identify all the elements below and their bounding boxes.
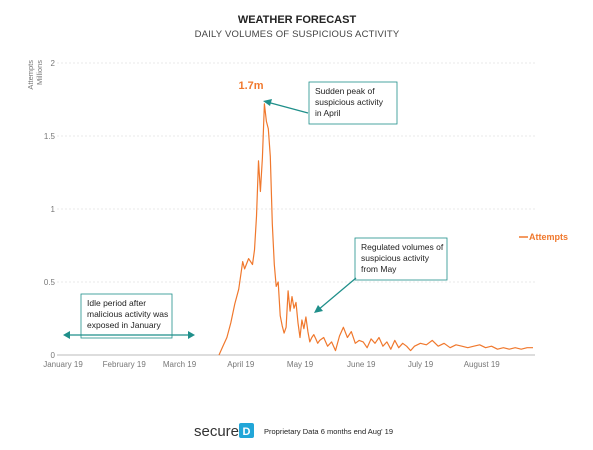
logo-mark-box: [239, 423, 254, 438]
annotation-box: [354, 237, 448, 281]
annotation-arrow: [317, 277, 357, 311]
arrowhead: [314, 305, 323, 313]
y-tick-label: 0.5: [44, 278, 56, 287]
y-axis-unit: Millions: [35, 60, 44, 85]
arrowhead: [188, 331, 195, 339]
x-tick-labels: January 19 February 19 March 19 April 19 May…: [43, 360, 500, 369]
x-tick-label: January 19: [43, 360, 83, 369]
annotation-regulated: Regulated volumes of suspicious activity…: [314, 237, 448, 313]
annotation-line: Sudden peak of: [315, 86, 375, 96]
y-axis-label: Attempts: [26, 60, 35, 90]
annotation-line: Idle period after: [87, 298, 146, 308]
y-tick-label: 0: [51, 351, 56, 360]
x-tick-label: February 19: [103, 360, 147, 369]
annotation-line: malicious activity was: [87, 309, 168, 319]
logo-mark-letter: D: [243, 426, 251, 438]
legend: Attempts: [519, 232, 568, 242]
legend-label-attempts: Attempts: [529, 232, 568, 242]
annotation-arrow: [266, 101, 309, 114]
annotation-box: [308, 81, 398, 125]
annotation-peak: Sudden peak of suspicious activity in Ap…: [263, 81, 398, 125]
footer: secure D Proprietary Data 6 months end A…: [194, 423, 393, 440]
x-tick-label: July 19: [408, 360, 434, 369]
peak-label: 1.7m: [238, 80, 263, 92]
chart-title: WEATHER FORECAST: [238, 14, 357, 26]
annotation-line: exposed in January: [87, 320, 161, 330]
annotation-line: from May: [361, 264, 397, 274]
annotation-line: suspicious activity: [315, 97, 384, 107]
x-tick-label: March 19: [163, 360, 197, 369]
annotation-line: Regulated volumes of: [361, 242, 444, 252]
gridlines: [57, 62, 535, 356]
x-tick-label: August 19: [464, 360, 501, 369]
footer-note: Proprietary Data 6 months end Aug' 19: [264, 427, 393, 436]
chart-subtitle: DAILY VOLUMES OF SUSPICIOUS ACTIVITY: [195, 29, 400, 40]
annotation-idle: Idle period after malicious activity was…: [63, 293, 195, 339]
y-tick-label: 1: [51, 205, 56, 214]
y-tick-labels: 0 0.5 1 1.5 2: [44, 59, 56, 360]
x-tick-label: May 19: [287, 360, 314, 369]
annotation-box: [80, 293, 173, 339]
arrowhead: [63, 331, 70, 339]
series-line-attempts: [218, 103, 533, 356]
x-tick-label: June 19: [347, 360, 376, 369]
x-tick-label: April 19: [227, 360, 255, 369]
annotation-line: suspicious activity: [361, 253, 430, 263]
y-tick-label: 2: [51, 59, 56, 68]
y-tick-label: 1.5: [44, 132, 56, 141]
annotation-line: in April: [315, 108, 341, 118]
arrowhead: [263, 99, 272, 106]
logo-text: secure: [194, 423, 239, 440]
